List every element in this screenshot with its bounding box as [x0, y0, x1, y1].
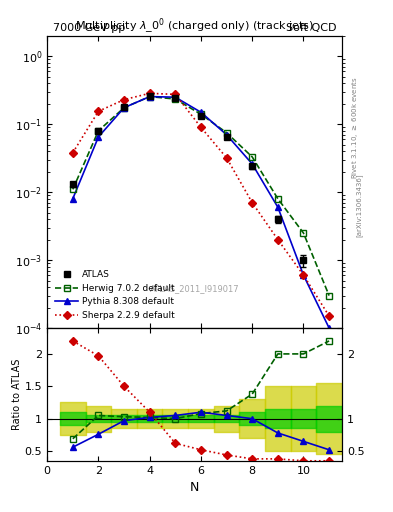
Text: Rivet 3.1.10, $\geq$ 600k events: Rivet 3.1.10, $\geq$ 600k events	[350, 77, 360, 179]
Text: ATLAS_2011_I919017: ATLAS_2011_I919017	[150, 284, 239, 293]
Text: Soft QCD: Soft QCD	[286, 23, 336, 33]
Title: Multiplicity $\lambda\_0^0$ (charged only) (track jets): Multiplicity $\lambda\_0^0$ (charged onl…	[75, 16, 314, 36]
Y-axis label: Ratio to ATLAS: Ratio to ATLAS	[12, 359, 22, 430]
X-axis label: N: N	[190, 481, 199, 494]
Text: [arXiv:1306.3436]: [arXiv:1306.3436]	[356, 173, 362, 237]
Text: 7000 GeV pp: 7000 GeV pp	[53, 23, 125, 33]
Legend: ATLAS, Herwig 7.0.2 default, Pythia 8.308 default, Sherpa 2.2.9 default: ATLAS, Herwig 7.0.2 default, Pythia 8.30…	[51, 267, 179, 324]
